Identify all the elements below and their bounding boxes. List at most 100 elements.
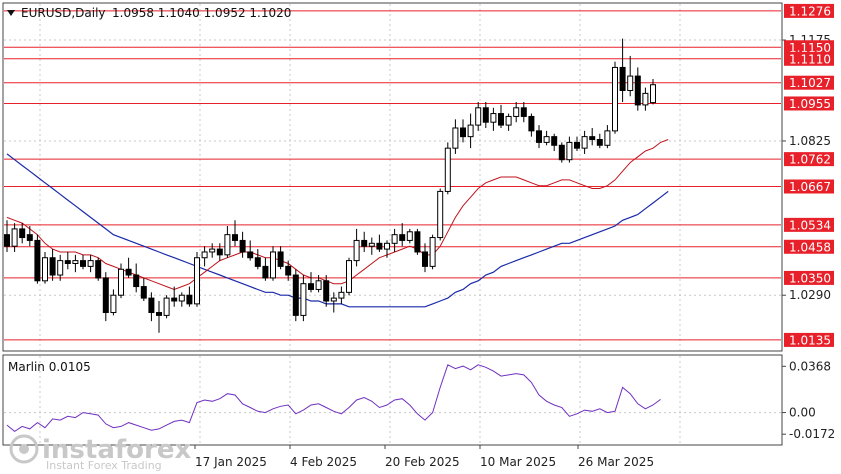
- time-tick-label: 20 Feb 2025: [385, 455, 460, 469]
- candle: [262, 257, 269, 281]
- candle: [642, 87, 649, 111]
- candle: [589, 127, 596, 146]
- ma-fast-line: [6, 139, 669, 291]
- candle: [596, 133, 603, 149]
- level-label-bg: [784, 332, 834, 347]
- candle: [201, 246, 208, 267]
- candle: [232, 220, 238, 247]
- candle: [490, 107, 497, 131]
- candle: [72, 254, 79, 273]
- level-label: 1.0135: [789, 333, 831, 347]
- candle: [467, 113, 474, 149]
- candle: [574, 136, 580, 152]
- level-label: 1.1027: [789, 76, 831, 90]
- candle: [422, 243, 428, 273]
- candle: [254, 249, 261, 270]
- candle: [437, 188, 444, 241]
- candle: [323, 275, 330, 307]
- candle: [26, 226, 33, 247]
- candle: [209, 243, 216, 258]
- candle: [406, 228, 413, 244]
- candle: [536, 125, 542, 149]
- candle: [42, 251, 48, 284]
- candle: [528, 113, 535, 137]
- candle: [171, 286, 178, 307]
- level-label-bg: [784, 40, 834, 55]
- price-tick-label: 1.0825: [789, 134, 831, 148]
- candle: [566, 136, 573, 163]
- osc-tick-label: -0.0172: [789, 427, 835, 441]
- candle: [11, 223, 18, 252]
- candle: [612, 61, 618, 134]
- candle: [505, 113, 512, 131]
- time-tick-label: 4 Feb 2025: [290, 455, 357, 469]
- candle: [216, 243, 223, 261]
- watermark-tagline: Instant Forex Trading: [46, 459, 162, 472]
- candle: [148, 292, 155, 322]
- watermark: instaforex Instant Forex Trading: [9, 434, 192, 472]
- candle: [551, 133, 558, 152]
- price-tick-label: 1.0290: [789, 288, 831, 302]
- candle: [482, 102, 489, 128]
- candle: [513, 102, 520, 123]
- candlesticks: [4, 38, 656, 333]
- candle: [384, 240, 390, 258]
- candle: [194, 251, 200, 307]
- candle: [498, 104, 504, 128]
- candle: [300, 275, 307, 322]
- osc-tick-label: 0.00: [789, 406, 816, 420]
- ohlc-values: 1.0958 1.1040 1.0952 1.1020: [112, 6, 291, 20]
- candle: [361, 231, 368, 252]
- candle: [619, 38, 626, 103]
- level-label: 1.1276: [789, 4, 831, 18]
- candle: [346, 257, 352, 296]
- osc-tick-label: 0.0368: [789, 359, 831, 373]
- level-label-bg: [784, 217, 834, 232]
- level-label-bg: [784, 75, 834, 90]
- level-label-bg: [784, 96, 834, 111]
- level-label: 1.0534: [789, 218, 831, 232]
- candle: [19, 223, 26, 244]
- marlin-line: [6, 364, 661, 433]
- candle: [330, 292, 337, 313]
- candle: [627, 55, 634, 97]
- level-label-bg: [784, 239, 834, 254]
- triangle-down-icon[interactable]: [7, 10, 15, 16]
- candle: [64, 251, 71, 270]
- candle: [460, 119, 466, 143]
- instaforex-logo-icon: [9, 434, 39, 464]
- candle: [604, 125, 611, 149]
- oscillator-panel-frame: [2, 354, 783, 446]
- candle: [95, 257, 102, 281]
- candle: [399, 223, 406, 247]
- candle: [4, 220, 10, 252]
- candle: [391, 228, 398, 252]
- candle: [650, 78, 656, 105]
- level-label-bg: [784, 3, 834, 18]
- symbol-title: EURUSD,Daily: [21, 6, 106, 20]
- candle: [543, 130, 550, 146]
- candle: [133, 263, 140, 293]
- time-tick-label: 10 Mar 2025: [480, 455, 556, 469]
- candle: [239, 231, 246, 258]
- candle: [163, 295, 170, 319]
- candle: [156, 300, 162, 333]
- candle: [285, 260, 292, 281]
- candle: [87, 254, 94, 273]
- horizontal-levels[interactable]: [4, 10, 781, 341]
- candle: [118, 263, 124, 299]
- candle: [452, 119, 459, 154]
- candle: [247, 240, 254, 261]
- candle: [520, 102, 527, 123]
- level-label: 1.0458: [789, 240, 831, 254]
- price-panel-frame: [2, 2, 783, 352]
- level-label: 1.0667: [789, 180, 831, 194]
- candle: [80, 254, 86, 270]
- watermark-brand: instaforex: [42, 435, 192, 465]
- oscillator-title: Marlin 0.0105: [8, 360, 91, 374]
- candle: [414, 228, 421, 255]
- ma-slow-line: [6, 153, 669, 308]
- candle: [338, 286, 345, 304]
